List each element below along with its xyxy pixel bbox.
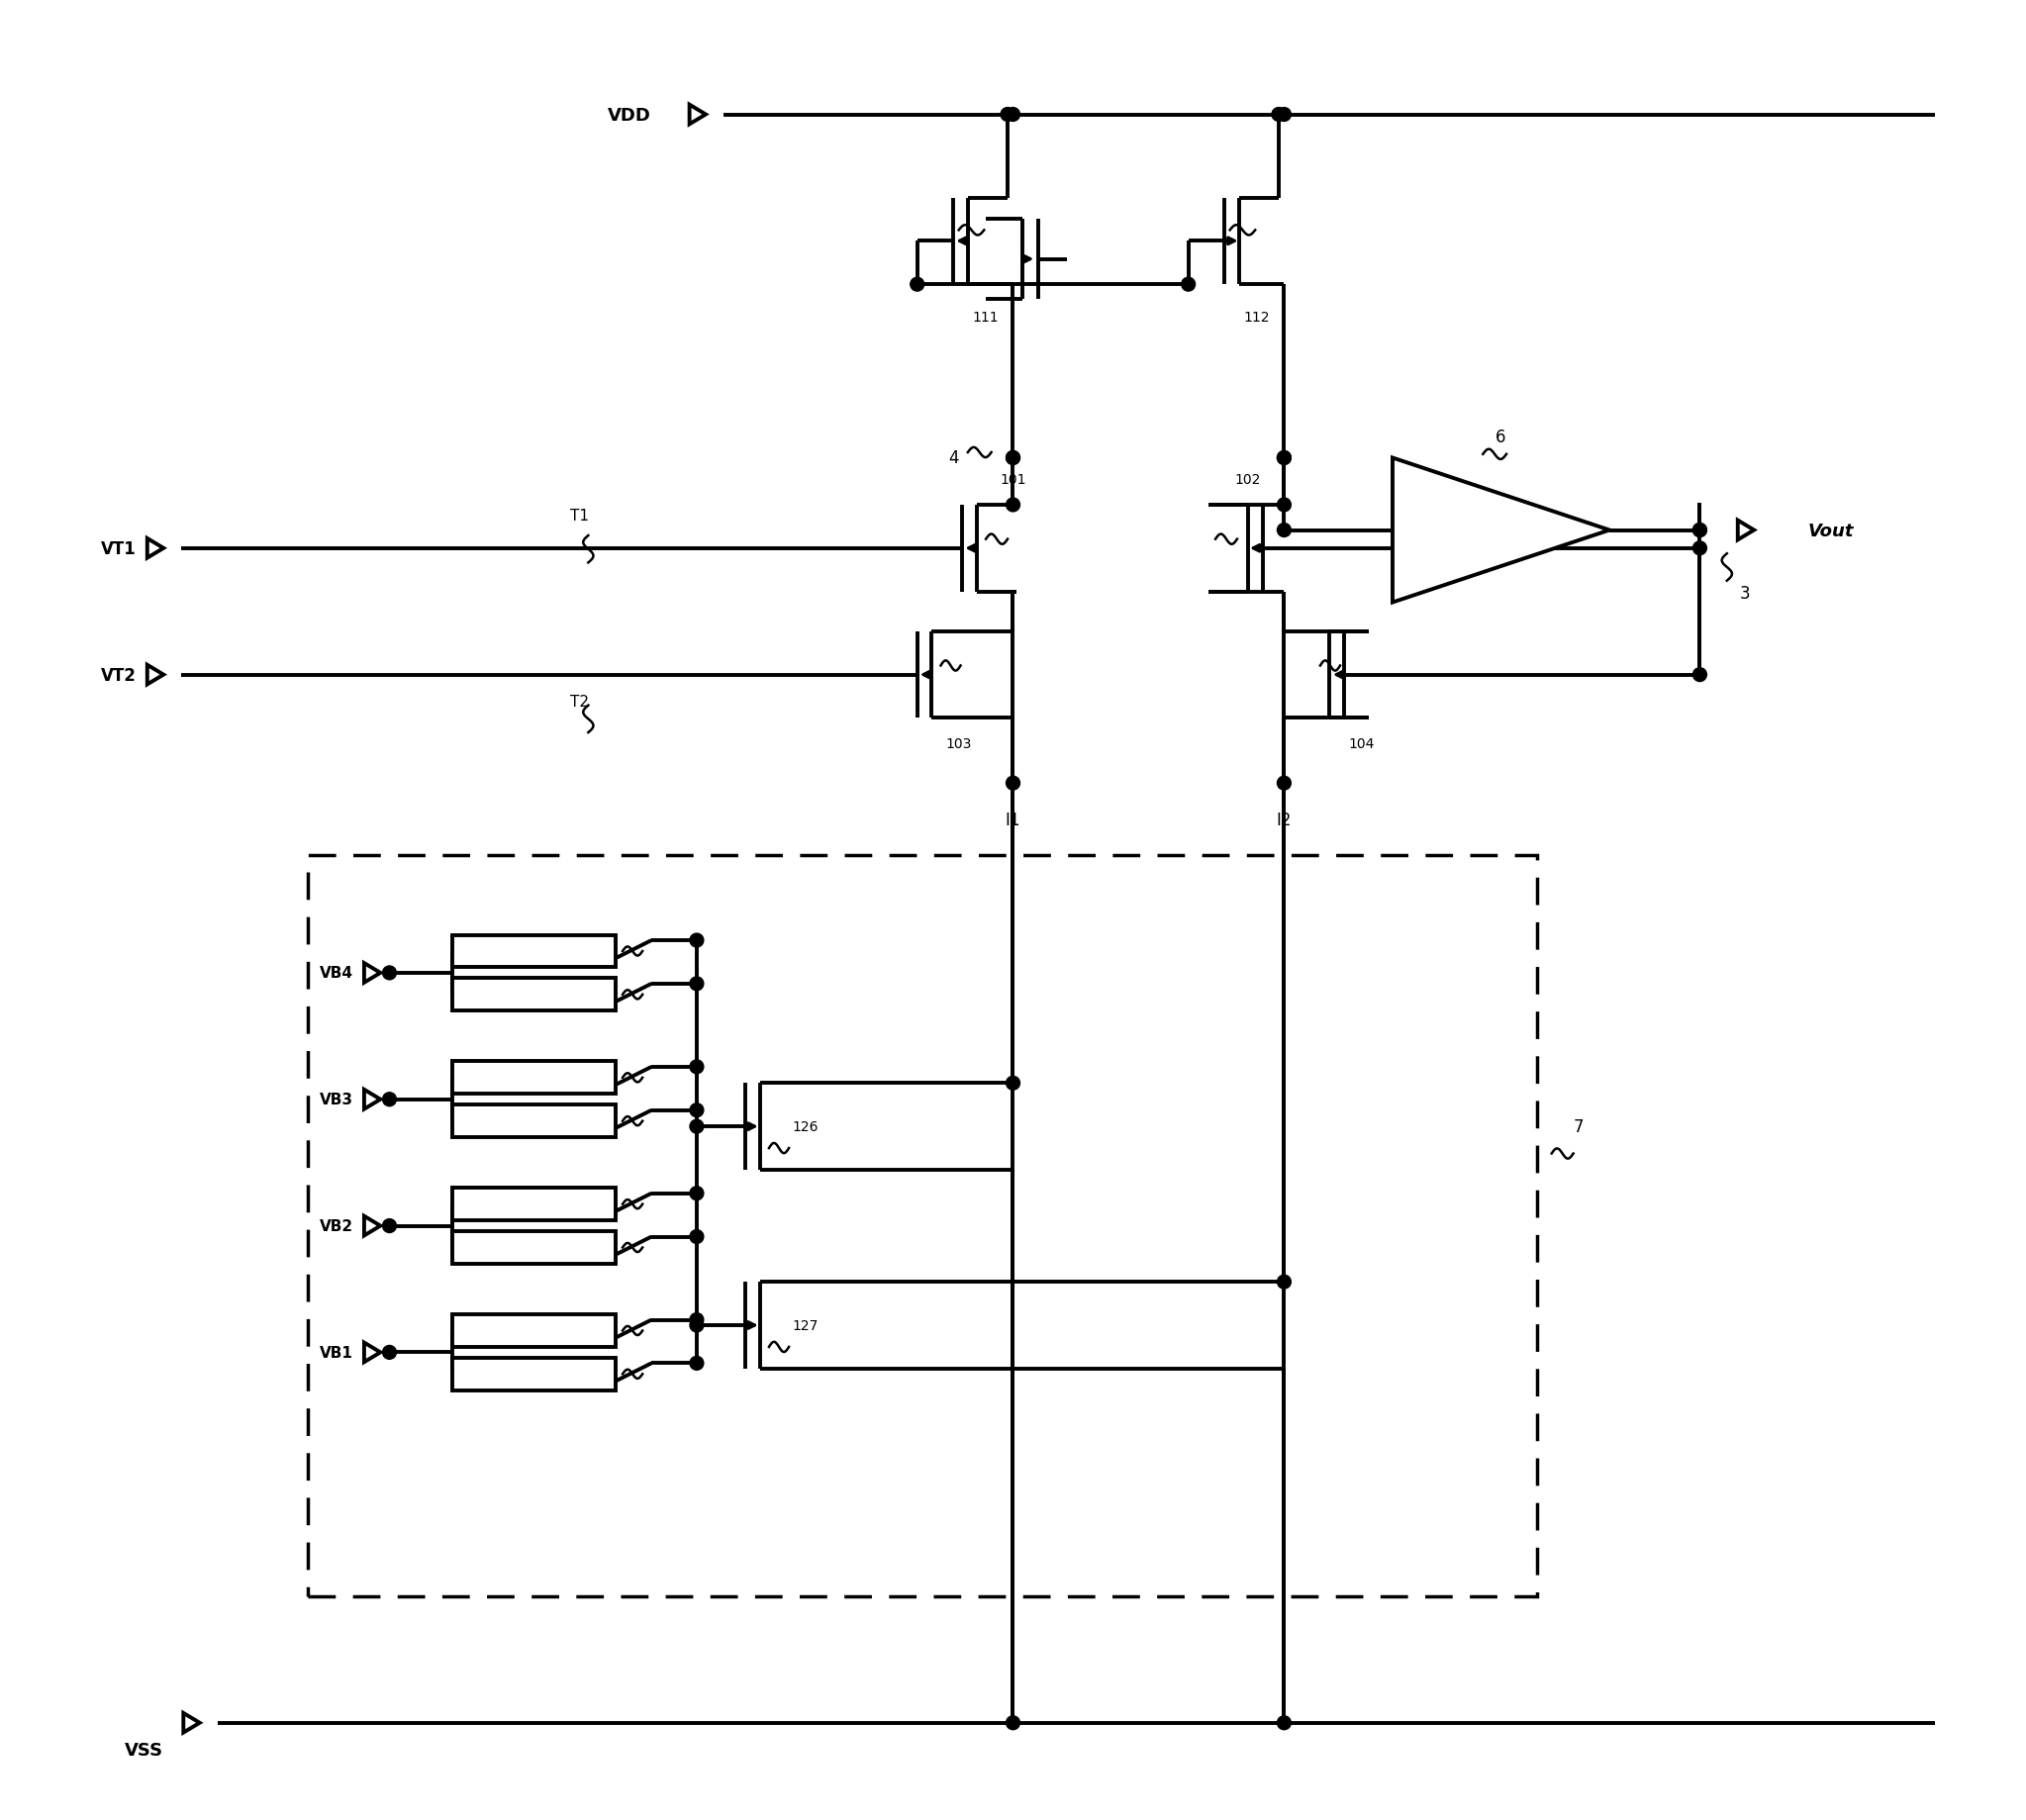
Circle shape	[1181, 278, 1195, 291]
Circle shape	[689, 1230, 703, 1243]
Circle shape	[1276, 524, 1291, 537]
Text: VT1: VT1	[101, 541, 136, 557]
Text: 111: 111	[972, 311, 999, 324]
Circle shape	[689, 1119, 703, 1134]
Bar	[452, 979, 616, 1012]
Circle shape	[689, 1318, 703, 1332]
Text: T2: T2	[569, 695, 590, 710]
Text: SW2a: SW2a	[470, 1198, 504, 1210]
Circle shape	[689, 934, 703, 948]
Circle shape	[689, 1061, 703, 1074]
Text: 3: 3	[1740, 584, 1750, 602]
Circle shape	[1007, 451, 1019, 466]
Circle shape	[1007, 1077, 1019, 1090]
Text: SW1a: SW1a	[470, 1325, 504, 1338]
Circle shape	[383, 1219, 397, 1232]
Circle shape	[1007, 451, 1019, 466]
Circle shape	[1272, 109, 1287, 122]
Circle shape	[1276, 1716, 1291, 1729]
Bar	[452, 1358, 616, 1390]
Circle shape	[1276, 109, 1291, 122]
Circle shape	[1001, 109, 1015, 122]
Circle shape	[1694, 542, 1706, 555]
Text: VB3: VB3	[320, 1092, 353, 1107]
Text: 4: 4	[948, 450, 958, 468]
Bar	[452, 1314, 616, 1347]
Bar	[308, 855, 1538, 1596]
Circle shape	[1276, 499, 1291, 511]
Circle shape	[1276, 777, 1291, 790]
Text: SW4a: SW4a	[470, 945, 504, 957]
Text: VT2: VT2	[101, 666, 136, 684]
Circle shape	[689, 1187, 703, 1201]
Text: 7: 7	[1574, 1117, 1584, 1136]
Text: T1: T1	[569, 510, 590, 524]
Bar	[452, 1188, 616, 1221]
Text: VB4: VB4	[320, 966, 353, 981]
Text: VSS: VSS	[126, 1742, 164, 1758]
Text: I2: I2	[1276, 810, 1293, 828]
Text: VB1: VB1	[320, 1345, 353, 1360]
Text: SW2b: SW2b	[470, 1241, 504, 1254]
Text: 103: 103	[946, 737, 972, 750]
Circle shape	[1694, 524, 1706, 537]
Circle shape	[1276, 1276, 1291, 1289]
Circle shape	[689, 1103, 703, 1117]
Text: 6: 6	[1495, 428, 1505, 446]
Text: 112: 112	[1244, 311, 1270, 324]
Text: VDD: VDD	[608, 106, 652, 124]
Text: SW1b: SW1b	[470, 1369, 504, 1381]
Text: 104: 104	[1349, 737, 1376, 750]
Text: SW4b: SW4b	[470, 988, 504, 1001]
Circle shape	[383, 966, 397, 981]
Circle shape	[910, 278, 924, 291]
Circle shape	[1694, 524, 1706, 537]
Circle shape	[1007, 109, 1019, 122]
Circle shape	[1007, 1716, 1019, 1729]
Bar	[452, 1232, 616, 1265]
Circle shape	[689, 1314, 703, 1327]
Text: Vout: Vout	[1809, 522, 1854, 539]
Circle shape	[383, 1092, 397, 1107]
Polygon shape	[1392, 459, 1609, 602]
Circle shape	[1694, 668, 1706, 682]
Text: SW3a: SW3a	[470, 1072, 504, 1085]
Text: 102: 102	[1236, 473, 1260, 488]
Text: SW3b: SW3b	[470, 1116, 504, 1128]
Bar	[452, 1061, 616, 1094]
Circle shape	[1007, 499, 1019, 511]
Circle shape	[1276, 451, 1291, 466]
Text: I1: I1	[1005, 810, 1021, 828]
Circle shape	[383, 1345, 397, 1360]
Text: 101: 101	[1001, 473, 1025, 488]
Text: VB2: VB2	[320, 1219, 353, 1234]
Text: 127: 127	[792, 1318, 819, 1332]
Circle shape	[1276, 451, 1291, 466]
Circle shape	[689, 1356, 703, 1370]
Text: 126: 126	[792, 1119, 819, 1134]
Circle shape	[1007, 777, 1019, 790]
Circle shape	[689, 977, 703, 990]
Bar	[452, 1105, 616, 1138]
Bar	[452, 935, 616, 968]
